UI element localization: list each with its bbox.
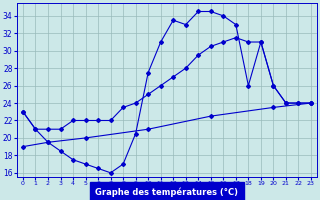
X-axis label: Graphe des températures (°C): Graphe des températures (°C) [95,188,238,197]
